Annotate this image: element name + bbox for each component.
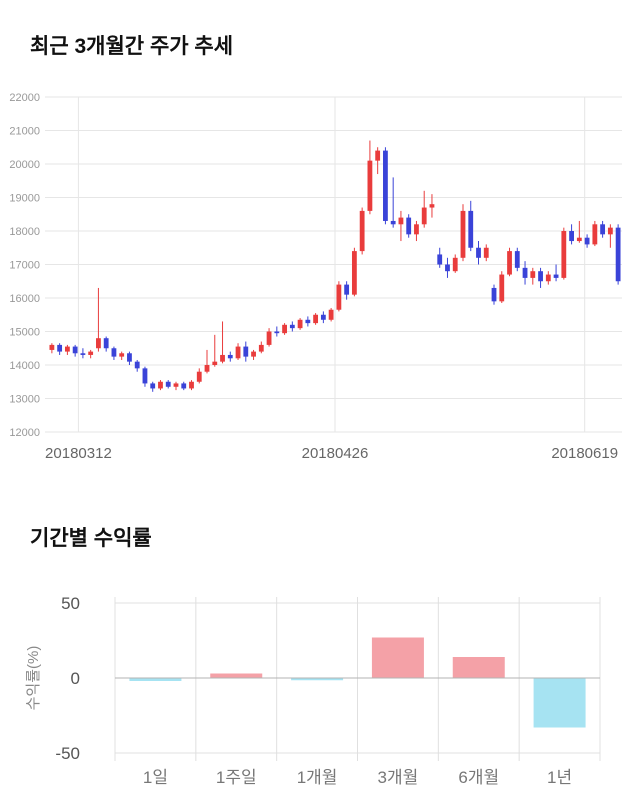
svg-text:6개월: 6개월 bbox=[458, 768, 499, 787]
returns-bar-chart: 50 0 -50 1일 1주일 1개월 3개월 6개월 1년 수익률(%) bbox=[25, 594, 601, 787]
svg-text:22000: 22000 bbox=[9, 92, 40, 104]
svg-text:14000: 14000 bbox=[9, 360, 40, 372]
svg-text:1개월: 1개월 bbox=[297, 768, 338, 787]
svg-text:20000: 20000 bbox=[9, 159, 40, 171]
svg-text:12000: 12000 bbox=[9, 427, 40, 439]
svg-text:-50: -50 bbox=[55, 744, 80, 763]
svg-text:1주일: 1주일 bbox=[216, 768, 257, 787]
svg-text:3개월: 3개월 bbox=[378, 768, 419, 787]
svg-text:19000: 19000 bbox=[9, 193, 40, 205]
svg-text:21000: 21000 bbox=[9, 126, 40, 138]
returns-title: 기간별 수익률 bbox=[30, 527, 152, 550]
svg-text:13000: 13000 bbox=[9, 394, 40, 406]
candlestick-chart: 22000 21000 20000 19000 18000 17000 16000 15000… bbox=[9, 92, 622, 462]
svg-text:0: 0 bbox=[71, 669, 80, 688]
svg-text:50: 50 bbox=[61, 594, 80, 613]
svg-text:1일: 1일 bbox=[143, 768, 168, 787]
svg-text:20180312: 20180312 bbox=[45, 445, 112, 462]
price-trend-title: 최근 3개월간 주가 추세 bbox=[30, 35, 234, 58]
svg-text:20180619: 20180619 bbox=[551, 445, 618, 462]
svg-text:20180426: 20180426 bbox=[302, 445, 369, 462]
svg-text:18000: 18000 bbox=[9, 226, 40, 238]
svg-text:15000: 15000 bbox=[9, 327, 40, 339]
svg-text:17000: 17000 bbox=[9, 260, 40, 272]
svg-text:수익률(%): 수익률(%) bbox=[25, 646, 42, 711]
svg-text:16000: 16000 bbox=[9, 293, 40, 305]
svg-text:1년: 1년 bbox=[547, 768, 572, 787]
